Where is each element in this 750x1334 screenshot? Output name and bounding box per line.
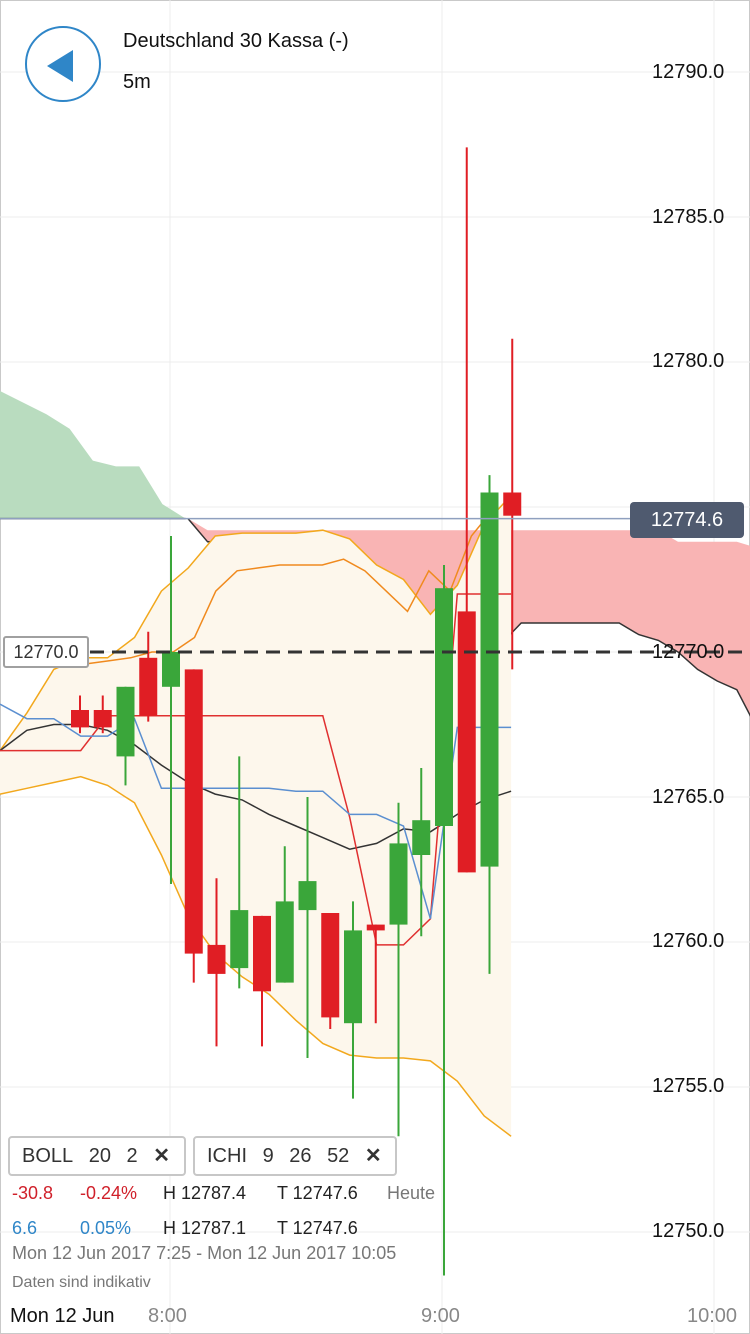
high-value: H 12787.1 — [163, 1218, 247, 1238]
y-tick-label: 12770.0 — [652, 641, 725, 663]
candle-body — [457, 611, 476, 873]
close-icon[interactable]: ✕ — [153, 1145, 170, 1167]
candle-body — [116, 686, 135, 757]
range-text: Mon 12 Jun 2017 7:25 - Mon 12 Jun 2017 1… — [12, 1243, 397, 1263]
disclaimer: Daten sind indikativ — [12, 1274, 151, 1291]
indicator-chip-ichi[interactable]: ICHI 9 26 52 ✕ — [193, 1136, 397, 1176]
indicator-chip-boll[interactable]: BOLL 20 2 ✕ — [8, 1136, 186, 1176]
bollinger-fill — [0, 495, 512, 1137]
period-label: Heute — [387, 1183, 436, 1203]
change-percent: 0.05% — [80, 1218, 132, 1238]
candle-body — [207, 944, 226, 974]
candle-body — [93, 710, 112, 728]
candle-body — [321, 913, 340, 1018]
candle-body — [253, 915, 271, 992]
indicator-param: 26 — [289, 1145, 312, 1167]
indicator-name: ICHI — [207, 1145, 247, 1167]
close-icon[interactable]: ✕ — [364, 1145, 382, 1167]
y-tick-label: 12750.0 — [652, 1220, 725, 1242]
y-tick-label: 12785.0 — [652, 206, 725, 228]
candle-body — [184, 669, 203, 954]
indicator-param: 2 — [126, 1145, 138, 1167]
candle-body — [139, 657, 158, 716]
y-tick-label: 12760.0 — [652, 930, 725, 952]
ichimoku-lines — [0, 509, 512, 946]
candle-body — [162, 652, 180, 687]
y-tick-label: 12790.0 — [652, 61, 725, 83]
current-price-tag: 12774.6 — [630, 502, 744, 538]
back-arrow-icon — [47, 50, 73, 82]
high-value: H 12787.4 — [163, 1183, 247, 1203]
candle-body — [435, 588, 453, 826]
cloud-bullish — [0, 391, 186, 519]
indicator-param: 52 — [327, 1145, 350, 1167]
x-tick-label: 8:00 — [148, 1305, 187, 1327]
candle-body — [389, 843, 408, 925]
price-lines — [0, 517, 750, 654]
candle-body — [503, 492, 522, 516]
candle-body — [344, 930, 362, 1024]
back-button[interactable] — [25, 26, 101, 102]
indicator-param: 20 — [88, 1145, 111, 1167]
indicator-param: 9 — [262, 1145, 274, 1167]
instrument-title: Deutschland 30 Kassa (-) — [123, 30, 349, 52]
candle-body — [412, 820, 431, 855]
tenkan-line — [0, 593, 512, 946]
chikou-line — [87, 509, 494, 665]
candle-body — [71, 710, 89, 728]
candle-body — [366, 924, 385, 931]
low-value: T 12747.6 — [277, 1183, 358, 1203]
x-tick-label: 10:00 — [687, 1305, 738, 1327]
change-value: -30.8 — [12, 1183, 54, 1203]
interval-label[interactable]: 5m — [123, 71, 151, 93]
y-tick-label: 12765.0 — [652, 786, 725, 808]
candles — [71, 147, 522, 1276]
candle-body — [480, 492, 499, 867]
alert-level-tag[interactable]: 12770.0 — [3, 636, 89, 668]
y-tick-label: 12780.0 — [652, 350, 725, 372]
indicator-name: BOLL — [22, 1145, 74, 1167]
low-value: T 12747.6 — [277, 1218, 358, 1238]
kijun-line — [0, 703, 512, 920]
candle-body — [275, 901, 294, 983]
change-percent: -0.24% — [80, 1183, 138, 1203]
x-date-label: Mon 12 Jun — [10, 1305, 115, 1327]
candle-body — [230, 910, 249, 969]
y-tick-label: 12755.0 — [652, 1075, 725, 1097]
change-value: 6.6 — [12, 1218, 38, 1238]
chart-header: Deutschland 30 Kassa (-) 5m — [0, 0, 600, 110]
x-tick-label: 9:00 — [421, 1305, 460, 1327]
candle-body — [298, 881, 317, 911]
